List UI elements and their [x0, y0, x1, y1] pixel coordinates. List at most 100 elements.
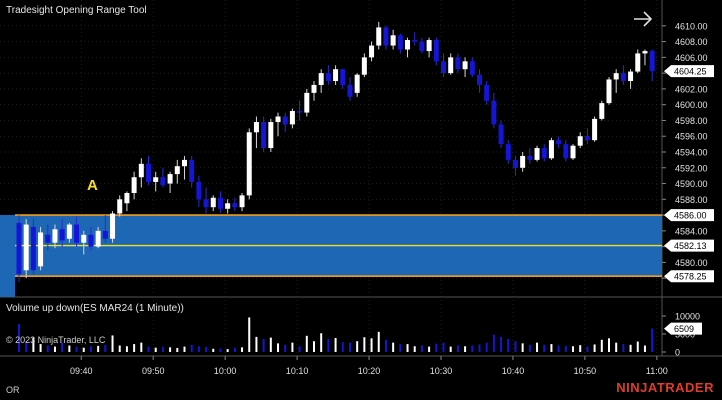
volume-axis[interactable]: 10000500006509 [662, 312, 702, 358]
candle-body [455, 57, 461, 70]
candle-body [189, 159, 195, 182]
time-tick-label: 10:10 [286, 366, 309, 376]
candle [498, 120, 504, 149]
candle-body [124, 193, 130, 204]
annotation-label: A [87, 177, 98, 194]
time-tick-label: 10:00 [214, 366, 237, 376]
candle [318, 69, 324, 93]
candle [484, 81, 490, 105]
candle-body [347, 84, 353, 97]
candle-body [52, 229, 58, 243]
candle-body [74, 224, 80, 243]
candle-body [628, 71, 634, 82]
candle [81, 230, 87, 255]
price-tag: 4578.25 [664, 270, 714, 283]
candle [30, 219, 36, 275]
time-axis[interactable]: 09:40 09:50 10:00 10:10 10:20 10:30 10:40 10:50… [70, 356, 668, 376]
candle [297, 100, 303, 121]
candle [527, 148, 533, 164]
candle [570, 144, 576, 160]
price-tag: 4604.25 [664, 65, 714, 78]
price-tick-label: 4596.00 [675, 132, 708, 142]
volume-tag-text: 6509 [674, 324, 694, 334]
candle-body [325, 73, 331, 82]
candle [268, 118, 274, 152]
candle [613, 69, 619, 93]
candle-body [505, 144, 511, 160]
candle-body [66, 224, 72, 239]
candle [548, 137, 554, 160]
price-tick-label: 4600.00 [675, 100, 708, 110]
candle-body [405, 40, 411, 50]
candle [232, 197, 238, 212]
candle-body [275, 116, 281, 123]
volume-bars [18, 317, 654, 352]
candle-body [311, 84, 317, 93]
candle [311, 81, 317, 101]
candle-body [512, 159, 518, 168]
candle-body [577, 136, 583, 146]
candle [131, 171, 137, 200]
candle [491, 92, 497, 129]
candle-body [520, 155, 526, 168]
candle-body [441, 61, 447, 74]
price-tick-label: 4592.00 [675, 163, 708, 173]
candle-body [433, 40, 439, 62]
candle-body [138, 163, 144, 178]
candle-body [390, 35, 396, 46]
candle-body [174, 166, 180, 175]
candle-body [268, 122, 274, 149]
candle-body [397, 35, 403, 50]
arrow-right-icon[interactable] [632, 9, 654, 29]
candle [405, 37, 411, 58]
candle [426, 37, 432, 58]
candle-body [217, 197, 223, 209]
candle-body [246, 132, 252, 196]
candle [110, 211, 116, 243]
candle [117, 195, 123, 217]
price-tick-label: 4602.00 [675, 84, 708, 94]
price-tick-label: 4610.00 [675, 21, 708, 31]
candle [38, 226, 44, 271]
candle-body [95, 230, 101, 247]
candle-body [484, 84, 490, 101]
price-tick-label: 4584.00 [675, 226, 708, 236]
candle [433, 37, 439, 66]
candle-body [253, 122, 259, 133]
price-tag-bg [664, 209, 714, 222]
candle-body [635, 53, 641, 72]
candle-body [210, 197, 216, 208]
candle [628, 69, 634, 89]
candle-body [203, 199, 209, 208]
candle [304, 88, 310, 117]
price-tag-text: 4586.00 [674, 211, 707, 221]
candle [59, 219, 65, 247]
candle [599, 100, 605, 121]
candle [635, 49, 641, 74]
candle [146, 155, 152, 186]
candle [275, 112, 281, 137]
candle [333, 65, 339, 85]
time-tick-label: 10:20 [358, 366, 381, 376]
candle-body [117, 199, 123, 214]
candle-body [462, 61, 468, 70]
candle [354, 73, 360, 97]
candle [376, 21, 382, 50]
candle [541, 144, 547, 162]
candle [261, 116, 267, 152]
candle-body [102, 230, 108, 239]
price-tag-bg [664, 270, 714, 283]
time-tick-label: 10:30 [430, 366, 453, 376]
candle [397, 33, 403, 54]
candle-body [45, 234, 51, 243]
candle-body [297, 110, 303, 113]
candle-body [196, 181, 202, 200]
candle-body [556, 140, 562, 145]
candle [390, 29, 396, 50]
candle [102, 215, 108, 243]
candle [138, 158, 144, 188]
grid-lines [0, 0, 722, 357]
candle-body [361, 57, 367, 75]
candle [52, 224, 58, 249]
